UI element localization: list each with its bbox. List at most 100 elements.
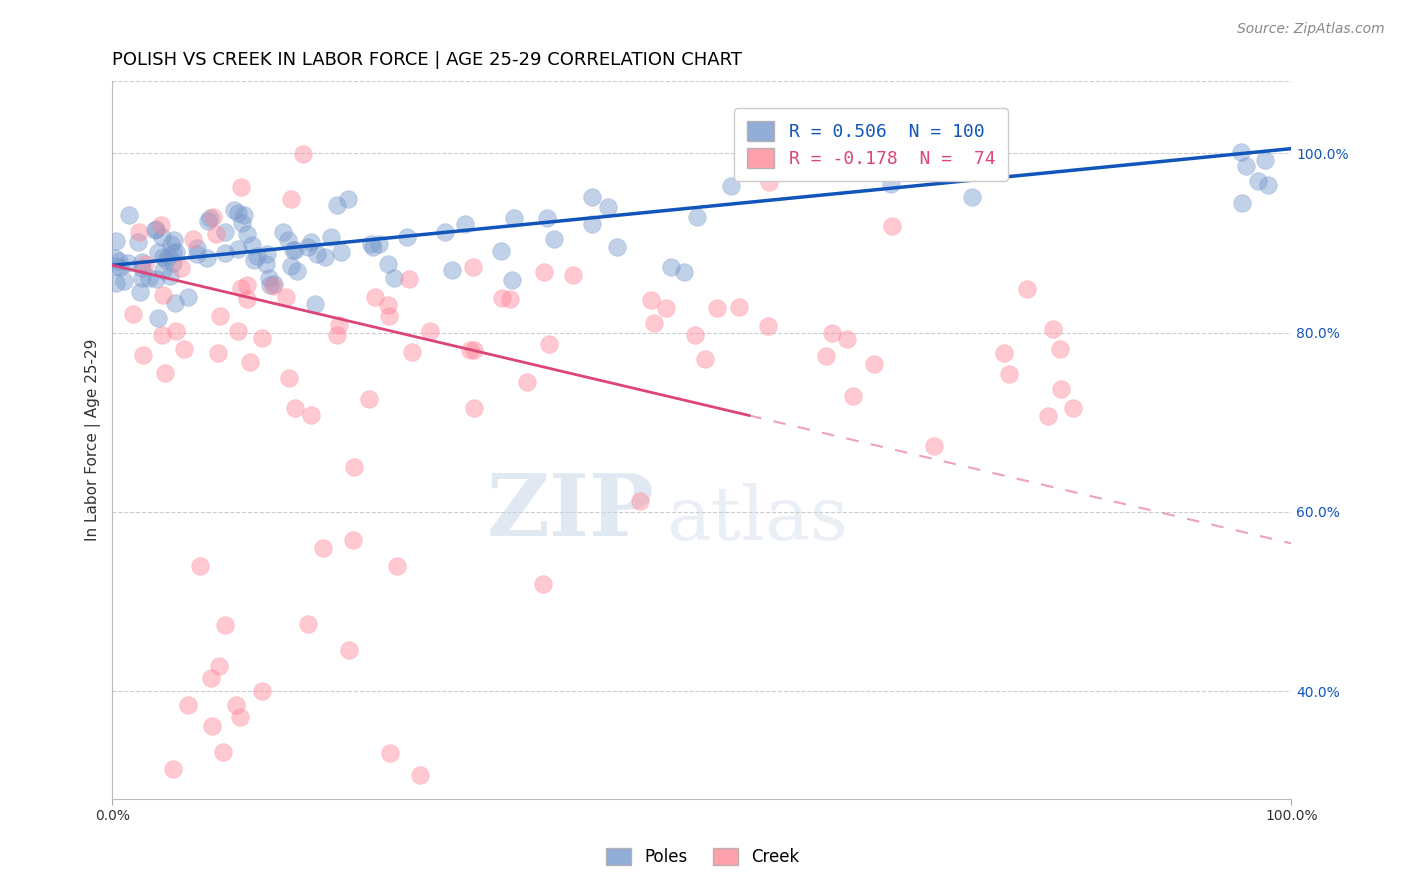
Point [1049, 343, 1071, 357]
Point [997, 367, 1019, 381]
Point [683, 327, 706, 342]
Point [377, 258, 399, 272]
Point [207, 346, 229, 360]
Point [122, 306, 145, 320]
Point [105, 276, 128, 290]
Point [363, 240, 385, 254]
Point [880, 177, 903, 191]
Point [131, 260, 153, 275]
Point [129, 285, 152, 300]
Point [205, 227, 228, 242]
Point [1036, 409, 1059, 423]
Point [150, 327, 173, 342]
Point [654, 301, 676, 315]
Point [250, 683, 273, 698]
Point [231, 216, 253, 230]
Text: POLISH VS CREEK IN LABOR FORCE | AGE 25-29 CORRELATION CHART: POLISH VS CREEK IN LABOR FORCE | AGE 25-… [112, 51, 742, 69]
Point [157, 249, 180, 263]
Point [1230, 196, 1253, 211]
Point [1247, 174, 1270, 188]
Point [581, 189, 603, 203]
Point [328, 318, 350, 333]
Point [214, 246, 236, 260]
Point [271, 225, 294, 239]
Point [155, 253, 177, 268]
Point [581, 218, 603, 232]
Point [225, 698, 247, 712]
Point [117, 208, 139, 222]
Point [229, 709, 252, 723]
Point [236, 277, 259, 292]
Point [229, 280, 252, 294]
Point [706, 301, 728, 316]
Point [284, 243, 307, 257]
Point [758, 175, 780, 189]
Point [359, 392, 381, 407]
Point [214, 225, 236, 239]
Point [245, 249, 267, 263]
Point [132, 347, 155, 361]
Point [343, 460, 366, 475]
Point [503, 211, 526, 226]
Point [152, 288, 174, 302]
Point [606, 240, 628, 254]
Point [659, 260, 682, 274]
Point [463, 260, 485, 275]
Point [162, 762, 184, 776]
Point [536, 211, 558, 226]
Point [489, 244, 512, 258]
Point [162, 256, 184, 270]
Point [285, 264, 308, 278]
Point [401, 345, 423, 359]
Point [134, 257, 156, 271]
Point [382, 270, 405, 285]
Point [337, 193, 360, 207]
Point [326, 328, 349, 343]
Point [284, 401, 307, 416]
Point [727, 300, 749, 314]
Point [165, 245, 187, 260]
Point [301, 235, 323, 250]
Point [112, 274, 135, 288]
Point [1062, 401, 1084, 416]
Point [138, 271, 160, 285]
Point [252, 331, 274, 345]
Point [277, 370, 299, 384]
Point [108, 260, 131, 274]
Point [150, 229, 173, 244]
Point [232, 208, 254, 222]
Point [277, 233, 299, 247]
Point [815, 349, 838, 363]
Point [385, 558, 408, 573]
Point [243, 252, 266, 267]
Point [105, 259, 128, 273]
Point [259, 278, 281, 293]
Point [159, 236, 181, 251]
Point [235, 227, 257, 241]
Point [299, 408, 322, 422]
Point [165, 324, 187, 338]
Point [224, 203, 246, 218]
Point [145, 272, 167, 286]
Point [862, 357, 884, 371]
Point [924, 439, 946, 453]
Point [281, 243, 304, 257]
Point [756, 319, 779, 334]
Point [441, 263, 464, 277]
Point [543, 232, 565, 246]
Point [640, 293, 662, 307]
Point [152, 250, 174, 264]
Point [148, 311, 170, 326]
Point [330, 244, 353, 259]
Point [319, 230, 342, 244]
Point [145, 223, 167, 237]
Point [342, 533, 364, 548]
Point [226, 325, 249, 339]
Point [291, 147, 314, 161]
Point [131, 255, 153, 269]
Point [162, 245, 184, 260]
Point [195, 251, 218, 265]
Legend: R = 0.506  N = 100, R = -0.178  N =  74: R = 0.506 N = 100, R = -0.178 N = 74 [734, 108, 1008, 180]
Point [434, 225, 457, 239]
Y-axis label: In Labor Force | Age 25-29: In Labor Force | Age 25-29 [86, 339, 101, 541]
